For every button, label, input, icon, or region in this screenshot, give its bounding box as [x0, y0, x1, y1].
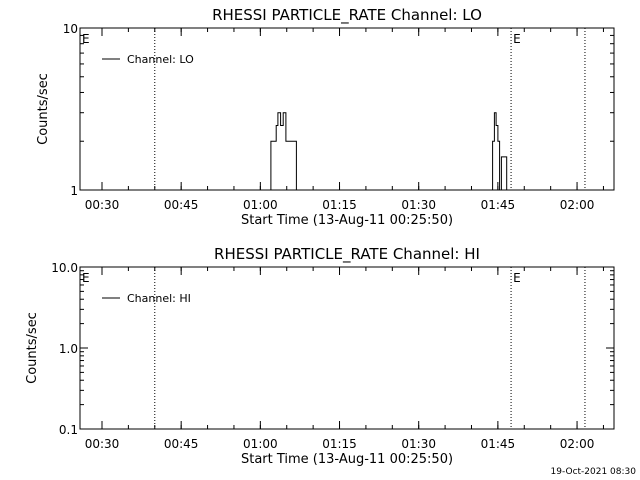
legend-label: Channel: LO — [127, 53, 194, 66]
chart-title: RHESSI PARTICLE_RATE Channel: LO — [212, 6, 482, 25]
event-marker-label: E — [82, 32, 90, 46]
x-tick-label: 01:45 — [481, 198, 516, 212]
x-tick-label: 01:00 — [243, 198, 278, 212]
x-tick-label: 01:30 — [401, 198, 436, 212]
y-axis-label: Counts/sec — [36, 73, 51, 145]
y-tick-label: 0.1 — [59, 423, 78, 437]
x-tick-label: 01:15 — [322, 198, 357, 212]
x-tick-label: 00:45 — [164, 198, 199, 212]
event-marker-label: E — [82, 271, 90, 285]
legend-label: Channel: HI — [127, 292, 191, 305]
x-axis-label: Start Time (13-Aug-11 00:25:50) — [241, 452, 453, 467]
chart-title: RHESSI PARTICLE_RATE Channel: HI — [214, 245, 480, 264]
x-tick-label: 01:15 — [322, 437, 357, 451]
y-tick-label: 1.0 — [59, 342, 78, 356]
series-line-1 — [263, 112, 300, 191]
event-marker-label: E — [513, 271, 521, 285]
y-tick-label: 1 — [70, 184, 78, 198]
x-tick-label: 02:00 — [560, 198, 595, 212]
x-tick-label: 00:30 — [85, 198, 120, 212]
event-marker-label: E — [513, 32, 521, 46]
y-axis-label: Counts/sec — [25, 312, 40, 384]
x-axis-label: Start Time (13-Aug-11 00:25:50) — [241, 213, 453, 228]
plot-frame — [79, 27, 615, 191]
series-line-2 — [490, 112, 509, 191]
footer-timestamp: 19-Oct-2021 08:30 — [551, 467, 637, 477]
chart-panel-1: RHESSI PARTICLE_RATE Channel: LO 1 10 00:30… — [36, 6, 615, 228]
chart-panel-2: RHESSI PARTICLE_RATE Channel: HI 0.1 1.0 10… — [25, 245, 615, 467]
y-tick-label: 10.0 — [51, 261, 78, 275]
x-tick-label: 01:45 — [481, 437, 516, 451]
x-tick-label: 00:45 — [164, 437, 199, 451]
x-tick-label: 01:30 — [401, 437, 436, 451]
x-tick-label: 02:00 — [560, 437, 595, 451]
y-tick-label: 10 — [63, 22, 78, 36]
x-tick-label: 01:00 — [243, 437, 278, 451]
x-tick-label: 00:30 — [85, 437, 120, 451]
